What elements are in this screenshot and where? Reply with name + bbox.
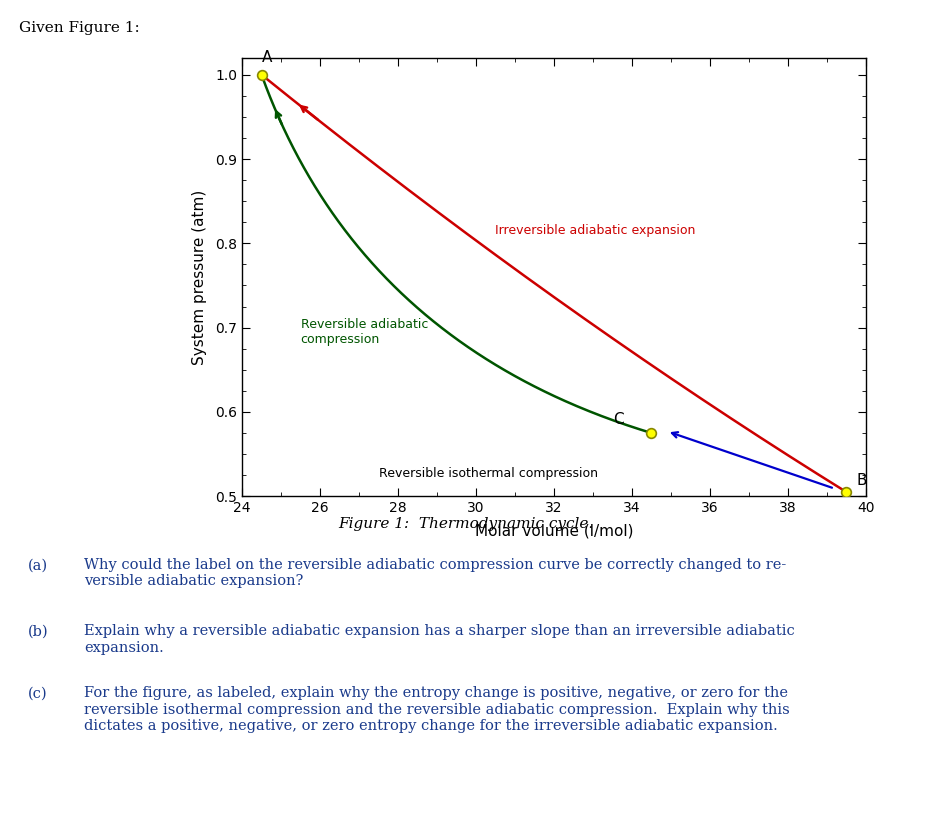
Y-axis label: System pressure (atm): System pressure (atm) — [192, 189, 207, 365]
Text: For the figure, as labeled, explain why the entropy change is positive, negative: For the figure, as labeled, explain why … — [84, 686, 789, 733]
Text: Irreversible adiabatic expansion: Irreversible adiabatic expansion — [495, 224, 695, 237]
Text: Reversible isothermal compression: Reversible isothermal compression — [379, 467, 598, 480]
Text: B: B — [857, 473, 867, 488]
Text: (b): (b) — [28, 624, 48, 638]
Text: A: A — [262, 50, 272, 65]
Text: Reversible adiabatic
compression: Reversible adiabatic compression — [301, 318, 428, 346]
Text: Given Figure 1:: Given Figure 1: — [19, 21, 140, 35]
Text: Figure 1:  Thermodynamic cycle.: Figure 1: Thermodynamic cycle. — [338, 517, 593, 531]
Text: (c): (c) — [28, 686, 47, 700]
Text: Why could the label on the reversible adiabatic compression curve be correctly c: Why could the label on the reversible ad… — [84, 558, 786, 589]
Text: (a): (a) — [28, 558, 48, 572]
Text: C: C — [614, 412, 624, 427]
Text: Explain why a reversible adiabatic expansion has a sharper slope than an irrever: Explain why a reversible adiabatic expan… — [84, 624, 794, 655]
X-axis label: Molar volume (l/mol): Molar volume (l/mol) — [475, 523, 633, 538]
